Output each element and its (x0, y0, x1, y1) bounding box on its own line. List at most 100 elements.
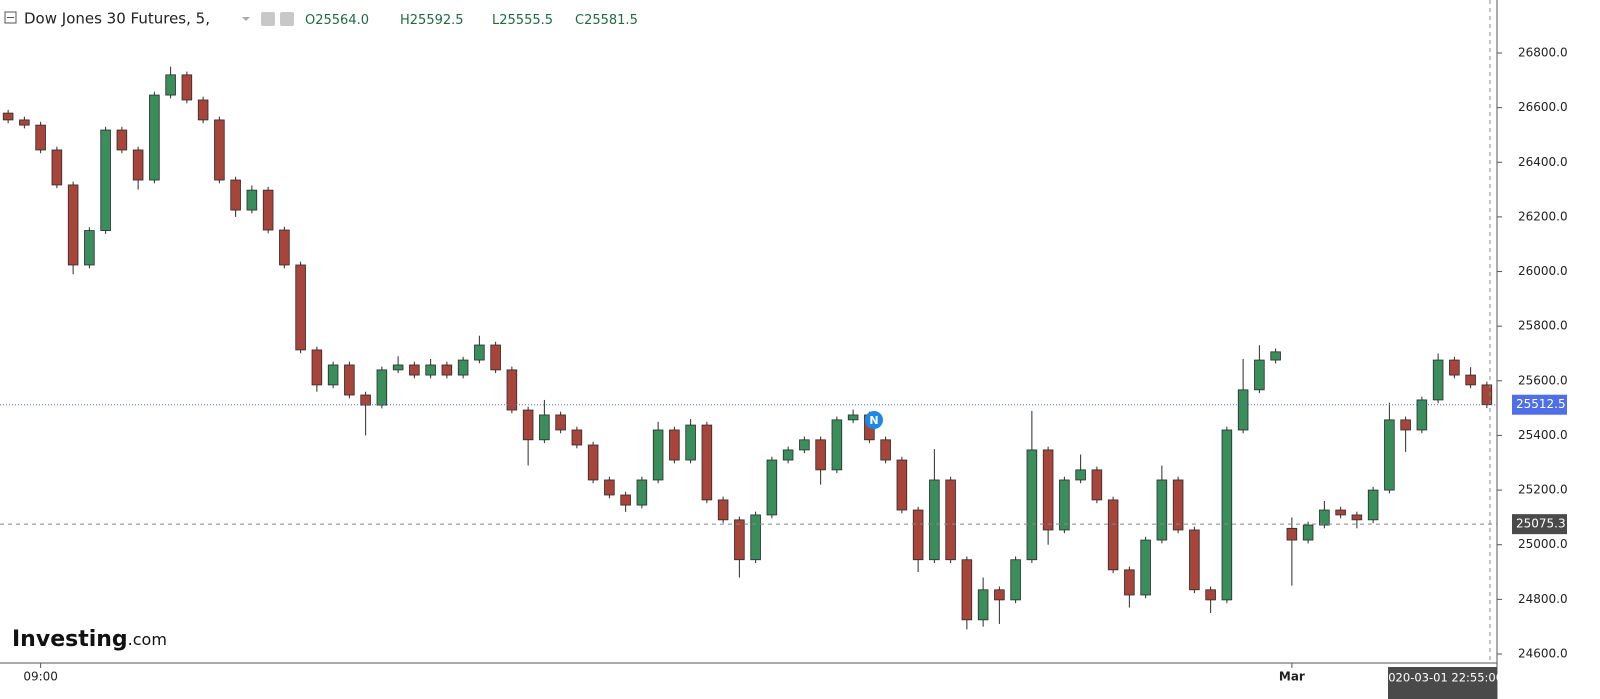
crosshair-y-tag (1512, 514, 1567, 535)
y-tick-label: 26000.0 (1518, 264, 1568, 278)
candle-body (214, 119, 225, 181)
candle-body (311, 349, 323, 386)
candle-body (539, 414, 550, 441)
crosshair-x-tag (1388, 667, 1497, 699)
visibility-icon[interactable] (261, 12, 275, 26)
candle-body (376, 369, 388, 406)
candle-body (1091, 469, 1103, 501)
y-tick-label: 25000.0 (1518, 537, 1568, 551)
candle-body (19, 119, 30, 126)
candle-body (1221, 429, 1233, 601)
y-tick-label: 24800.0 (1518, 592, 1568, 606)
candle-body (1237, 389, 1249, 431)
candle-body (945, 479, 956, 561)
candle-body (1026, 449, 1038, 561)
candle-body (587, 444, 599, 481)
y-tick-label: 25200.0 (1518, 483, 1568, 497)
x-tick-label: 09:00 (23, 670, 58, 684)
y-tick-label: 26200.0 (1518, 209, 1568, 223)
candle-body (457, 359, 469, 376)
logo-suffix: .com (128, 630, 167, 649)
candle-body (1107, 499, 1119, 571)
candle-body (896, 459, 908, 511)
candle-body (425, 364, 436, 376)
candle-body (1400, 419, 1411, 431)
header-value: C25581.5 (575, 13, 638, 28)
candle-body (880, 439, 891, 461)
candle-body (51, 149, 63, 186)
candle-body (571, 429, 583, 446)
event-badge (865, 411, 883, 429)
candle-body (1270, 351, 1281, 361)
dropdown-arrow[interactable] (242, 17, 250, 21)
candle-body (230, 179, 241, 211)
candle-body (1254, 359, 1265, 391)
settings-icon[interactable] (280, 12, 294, 26)
candle-body (165, 74, 176, 96)
candle-body (409, 364, 420, 376)
candle-body (977, 589, 989, 621)
candle-body (831, 419, 843, 471)
candle-body (734, 519, 745, 561)
candle-body (344, 364, 355, 396)
y-tick-label: 26800.0 (1518, 45, 1568, 59)
y-tick-label: 25400.0 (1518, 428, 1568, 442)
candle-body (132, 149, 144, 181)
y-tick-label: 26400.0 (1518, 155, 1568, 169)
candle-body (1286, 527, 1298, 541)
header-number: 25564.0 (315, 13, 369, 28)
event-badge-label: N (869, 414, 878, 427)
candle-body (35, 124, 46, 151)
candle-body (1432, 359, 1444, 401)
candle-body (669, 429, 680, 461)
candle-body (815, 439, 826, 471)
candle-body (961, 559, 973, 621)
header-number: 25592.5 (410, 13, 464, 28)
candle-body (246, 189, 258, 211)
candle-body (1449, 359, 1460, 376)
header-values: O25564.0 H25592.5 L25555.5 C25581.5 (305, 13, 638, 28)
candle-body (1010, 559, 1021, 601)
candle-body (847, 414, 859, 421)
candle-body (1189, 529, 1200, 591)
header-number: 25581.5 (584, 13, 638, 28)
candle-body (2, 112, 14, 121)
candle-body (766, 459, 778, 516)
candle-body (441, 364, 453, 376)
candle-body (1302, 524, 1314, 541)
candle-body (1124, 569, 1135, 596)
header-key: O (305, 13, 315, 28)
candle-body (685, 424, 696, 461)
candle-body (197, 99, 209, 121)
candle-body (701, 424, 713, 501)
candle-body (620, 494, 631, 506)
crosshair-y-label: 25075.3 (1516, 517, 1566, 531)
candle-body (67, 184, 79, 266)
candle-body (555, 414, 566, 431)
x-tick-label: Mar (1279, 670, 1305, 684)
candle-body (1075, 469, 1086, 481)
header-key: C (575, 13, 584, 28)
header-value: L25555.5 (492, 13, 553, 28)
candle-body (1335, 509, 1346, 516)
candle-body (1367, 489, 1379, 521)
header-value: O25564.0 (305, 13, 369, 28)
candles (2, 66, 1493, 630)
candle-body (1156, 479, 1168, 541)
candle-body (360, 394, 371, 406)
candle-body (750, 514, 761, 561)
y-tick-label: 25600.0 (1518, 373, 1568, 387)
candle-body (490, 344, 501, 371)
collapse-icon[interactable] (4, 11, 17, 24)
header-key: H (400, 13, 410, 28)
candle-body (717, 499, 729, 521)
header-value: H25592.5 (400, 13, 464, 28)
candle-body (1205, 589, 1216, 601)
candle-body (1172, 479, 1184, 531)
candle-body (1465, 374, 1476, 386)
candle-body (782, 449, 794, 461)
candle-body (994, 589, 1005, 601)
